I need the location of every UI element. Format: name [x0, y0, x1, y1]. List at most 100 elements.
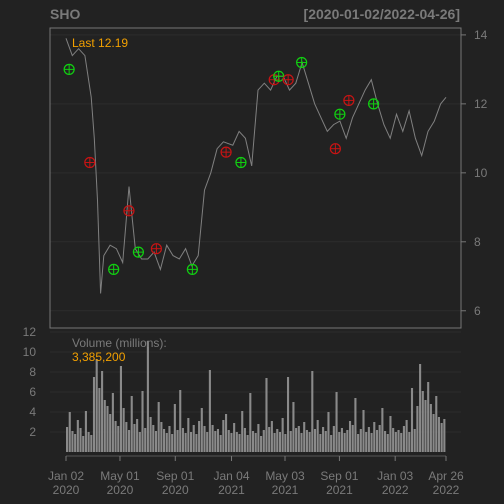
volume-bar [303, 422, 306, 452]
buy-marker [235, 156, 247, 169]
buy-marker [63, 63, 75, 75]
sell-marker [282, 74, 294, 86]
volume-bar [281, 418, 284, 452]
x-tick-year: 2020 [162, 483, 189, 497]
volume-bar [79, 428, 82, 452]
sell-marker [343, 94, 355, 107]
sell-marker [220, 146, 232, 158]
volume-bar [268, 427, 271, 452]
buy-marker [132, 246, 145, 258]
x-tick-year: 2021 [326, 483, 353, 497]
volume-bar [273, 433, 276, 452]
volume-bar [338, 432, 341, 452]
volume-bar [111, 393, 114, 452]
volume-bar [157, 402, 160, 452]
x-tick-label: May 01 [100, 469, 140, 483]
volume-bar [200, 408, 203, 452]
x-tick-label: Jan 03 [377, 469, 413, 483]
volume-bar [389, 416, 392, 452]
volume-bar [265, 378, 268, 452]
volume-bar [260, 436, 263, 452]
volume-y-tick-label: 2 [29, 425, 36, 439]
volume-bar [127, 430, 131, 452]
price-y-tick-label: 14 [474, 28, 488, 42]
volume-bar [354, 398, 357, 452]
volume-bar [330, 435, 333, 452]
volume-bar [289, 431, 292, 452]
volume-bar [397, 430, 400, 452]
volume-y-tick-label: 8 [29, 365, 36, 379]
volume-bar [297, 426, 300, 452]
volume-bar [276, 429, 279, 452]
volume-bar [82, 436, 85, 452]
volume-bar [141, 391, 144, 452]
volume-bar [87, 432, 90, 452]
volume-bar [270, 421, 273, 452]
x-tick-label: Apr 26 [428, 469, 464, 483]
volume-bar [84, 411, 87, 452]
volume-bar [165, 433, 168, 452]
volume-bar [176, 430, 179, 452]
x-tick-year: 2022 [433, 483, 460, 497]
volume-bar [378, 425, 381, 452]
price-y-tick-label: 6 [474, 304, 481, 318]
volume-bar [300, 433, 303, 452]
buy-marker [273, 70, 285, 82]
volume-bar [146, 341, 149, 452]
volume-bar [292, 402, 295, 452]
x-tick-label: Sep 01 [320, 469, 358, 483]
buy-marker [334, 108, 346, 120]
x-tick-year: 2020 [107, 483, 134, 497]
x-tick-year: 2020 [53, 483, 80, 497]
trade-markers [63, 56, 380, 275]
volume-bar [168, 426, 171, 452]
last-price-label: Last 12.19 [72, 36, 128, 50]
volume-bar [101, 371, 104, 452]
volume-bar [233, 423, 236, 452]
volume-bar [160, 422, 163, 452]
volume-bar [375, 430, 379, 452]
volume-bar [179, 390, 182, 452]
volume-bar [370, 433, 373, 452]
volume-bar [246, 435, 249, 452]
volume-bar [76, 420, 79, 452]
volume-y-tick-label: 10 [23, 345, 37, 359]
buy-marker [186, 263, 198, 275]
volume-bar [381, 408, 384, 452]
buy-marker [296, 56, 308, 69]
volume-bar [68, 412, 71, 452]
volume-bar [313, 429, 317, 452]
volume-bar [278, 432, 282, 452]
volume-bar [203, 426, 206, 452]
volume-bar [181, 428, 184, 452]
price-series-line [65, 38, 447, 294]
volume-bar [367, 427, 370, 452]
volume-bar [119, 366, 122, 452]
volume-bar [219, 435, 222, 452]
volume-bar [192, 425, 195, 452]
volume-bar [125, 422, 128, 452]
x-tick-label: May 03 [265, 469, 305, 483]
volume-bars [66, 341, 446, 452]
volume-bar [443, 419, 446, 452]
volume-bar [322, 427, 325, 452]
volume-y-tick-label: 4 [29, 405, 36, 419]
volume-bar [95, 359, 98, 452]
volume-bar [348, 421, 352, 452]
volume-bar [394, 432, 397, 452]
volume-bar [332, 426, 335, 452]
price-y-tick-label: 10 [474, 166, 488, 180]
volume-bar [305, 430, 308, 452]
volume-bar [416, 406, 419, 452]
volume-bar [122, 408, 125, 452]
volume-bar [243, 428, 246, 452]
volume-bar [222, 420, 225, 452]
volume-bar [117, 426, 120, 452]
volume-bar [149, 417, 152, 452]
volume-bar [435, 396, 438, 452]
volume-bar [413, 429, 416, 452]
volume-bar [402, 426, 405, 452]
volume-bar [249, 393, 252, 452]
volume-bar [405, 420, 408, 452]
